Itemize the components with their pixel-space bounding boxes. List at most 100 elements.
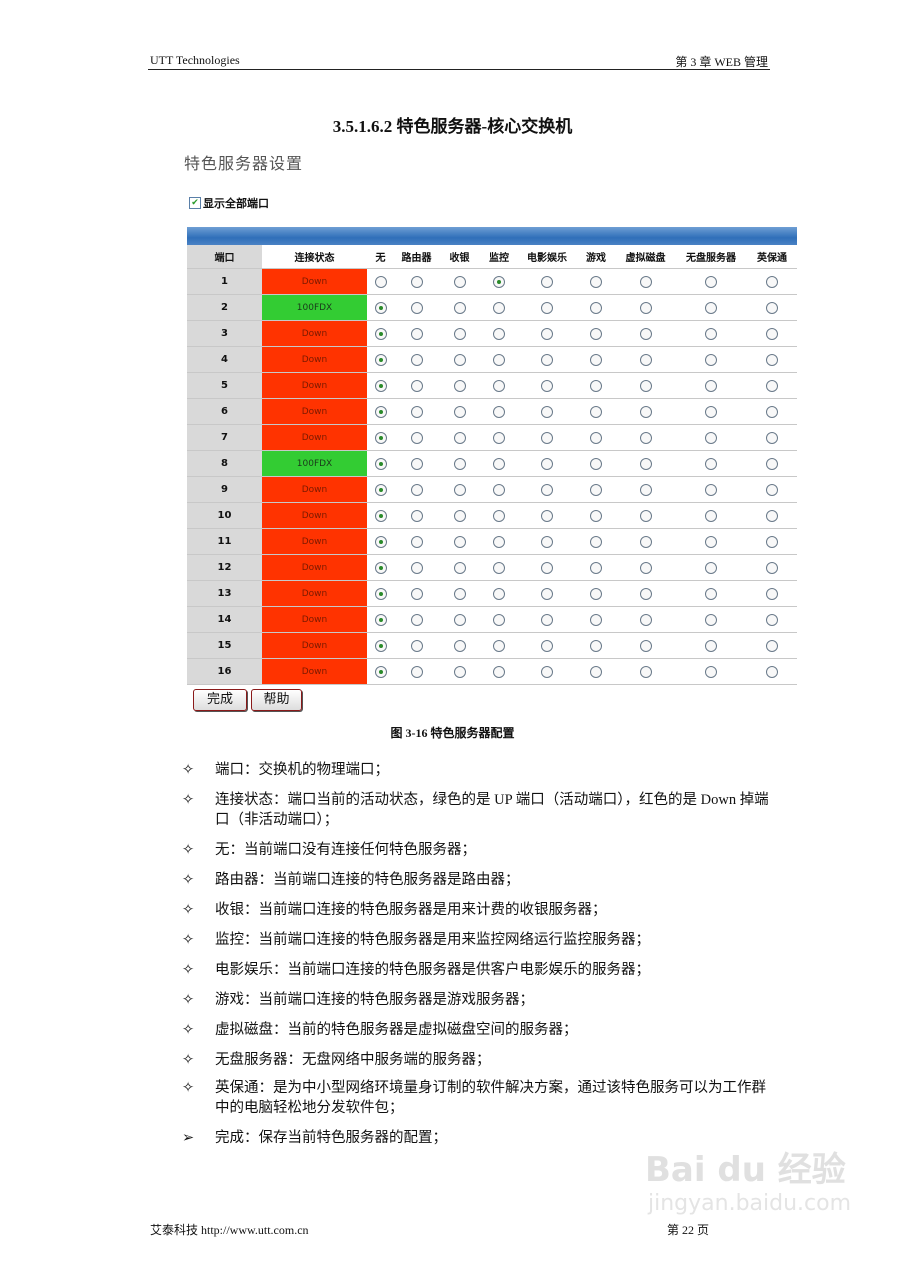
server-type-radio[interactable] (493, 639, 505, 652)
server-type-radio[interactable] (705, 327, 717, 340)
server-type-radio[interactable] (374, 275, 387, 288)
server-type-radio[interactable] (541, 275, 553, 288)
server-type-radio[interactable] (766, 665, 778, 678)
server-type-radio[interactable] (639, 405, 652, 418)
server-type-radio[interactable] (766, 353, 778, 366)
server-type-radio[interactable] (410, 275, 423, 288)
server-type-radio[interactable] (590, 535, 602, 548)
server-type-radio[interactable] (410, 613, 423, 626)
server-type-radio[interactable] (374, 327, 387, 340)
server-type-radio[interactable] (493, 561, 505, 574)
server-type-radio[interactable] (493, 405, 505, 418)
server-type-radio[interactable] (541, 405, 553, 418)
server-type-radio[interactable] (705, 483, 717, 496)
server-type-radio[interactable] (639, 353, 652, 366)
server-type-radio[interactable] (639, 639, 652, 652)
server-type-radio[interactable] (705, 587, 717, 600)
server-type-radio[interactable] (705, 379, 717, 392)
server-type-radio[interactable] (410, 405, 423, 418)
server-type-radio[interactable] (493, 431, 505, 444)
server-type-radio[interactable] (705, 561, 717, 574)
server-type-radio[interactable] (541, 561, 553, 574)
server-type-radio[interactable] (410, 665, 423, 678)
server-type-radio[interactable] (590, 327, 602, 340)
server-type-radio[interactable] (590, 509, 602, 522)
server-type-radio[interactable] (705, 639, 717, 652)
server-type-radio[interactable] (590, 457, 602, 470)
server-type-radio[interactable] (453, 431, 466, 444)
server-type-radio[interactable] (766, 405, 778, 418)
server-type-radio[interactable] (410, 327, 423, 340)
server-type-radio[interactable] (410, 535, 423, 548)
server-type-radio[interactable] (639, 665, 652, 678)
server-type-radio[interactable] (541, 431, 553, 444)
server-type-radio[interactable] (705, 457, 717, 470)
server-type-radio[interactable] (410, 301, 423, 314)
server-type-radio[interactable] (541, 587, 553, 600)
server-type-radio[interactable] (705, 665, 717, 678)
server-type-radio[interactable] (541, 301, 553, 314)
server-type-radio[interactable] (639, 301, 652, 314)
server-type-radio[interactable] (766, 327, 778, 340)
server-type-radio[interactable] (453, 613, 466, 626)
server-type-radio[interactable] (493, 665, 505, 678)
server-type-radio[interactable] (410, 509, 423, 522)
server-type-radio[interactable] (493, 379, 505, 392)
server-type-radio[interactable] (766, 301, 778, 314)
server-type-radio[interactable] (374, 587, 387, 600)
server-type-radio[interactable] (590, 301, 602, 314)
server-type-radio[interactable] (410, 483, 423, 496)
server-type-radio[interactable] (590, 353, 602, 366)
server-type-radio[interactable] (493, 353, 505, 366)
server-type-radio[interactable] (766, 275, 778, 288)
server-type-radio[interactable] (766, 457, 778, 470)
server-type-radio[interactable] (374, 405, 387, 418)
show-all-ports-checkbox[interactable]: ✔ 显示全部端口 (189, 195, 269, 211)
server-type-radio[interactable] (766, 587, 778, 600)
server-type-radio[interactable] (453, 405, 466, 418)
server-type-radio[interactable] (410, 353, 423, 366)
server-type-radio[interactable] (374, 509, 387, 522)
server-type-radio[interactable] (705, 431, 717, 444)
server-type-radio[interactable] (590, 613, 602, 626)
server-type-radio[interactable] (590, 561, 602, 574)
server-type-radio[interactable] (705, 509, 717, 522)
server-type-radio[interactable] (374, 535, 387, 548)
server-type-radio[interactable] (374, 665, 387, 678)
server-type-radio[interactable] (453, 353, 466, 366)
server-type-radio[interactable] (374, 457, 387, 470)
server-type-radio[interactable] (453, 587, 466, 600)
server-type-radio[interactable] (410, 379, 423, 392)
server-type-radio[interactable] (705, 301, 717, 314)
server-type-radio[interactable] (374, 431, 387, 444)
server-type-radio[interactable] (639, 275, 652, 288)
server-type-radio[interactable] (639, 587, 652, 600)
server-type-radio[interactable] (493, 509, 505, 522)
server-type-radio[interactable] (493, 275, 505, 288)
server-type-radio[interactable] (493, 535, 505, 548)
server-type-radio[interactable] (541, 379, 553, 392)
server-type-radio[interactable] (493, 301, 505, 314)
server-type-radio[interactable] (410, 587, 423, 600)
server-type-radio[interactable] (541, 327, 553, 340)
server-type-radio[interactable] (705, 405, 717, 418)
server-type-radio[interactable] (639, 483, 652, 496)
server-type-radio[interactable] (453, 483, 466, 496)
server-type-radio[interactable] (639, 561, 652, 574)
server-type-radio[interactable] (766, 379, 778, 392)
server-type-radio[interactable] (639, 613, 652, 626)
server-type-radio[interactable] (639, 327, 652, 340)
server-type-radio[interactable] (374, 639, 387, 652)
server-type-radio[interactable] (590, 639, 602, 652)
server-type-radio[interactable] (705, 275, 717, 288)
server-type-radio[interactable] (766, 561, 778, 574)
server-type-radio[interactable] (410, 457, 423, 470)
server-type-radio[interactable] (590, 379, 602, 392)
server-type-radio[interactable] (453, 327, 466, 340)
server-type-radio[interactable] (453, 639, 466, 652)
server-type-radio[interactable] (374, 353, 387, 366)
server-type-radio[interactable] (541, 509, 553, 522)
server-type-radio[interactable] (639, 379, 652, 392)
server-type-radio[interactable] (590, 587, 602, 600)
done-button[interactable]: 完成 (193, 689, 247, 711)
